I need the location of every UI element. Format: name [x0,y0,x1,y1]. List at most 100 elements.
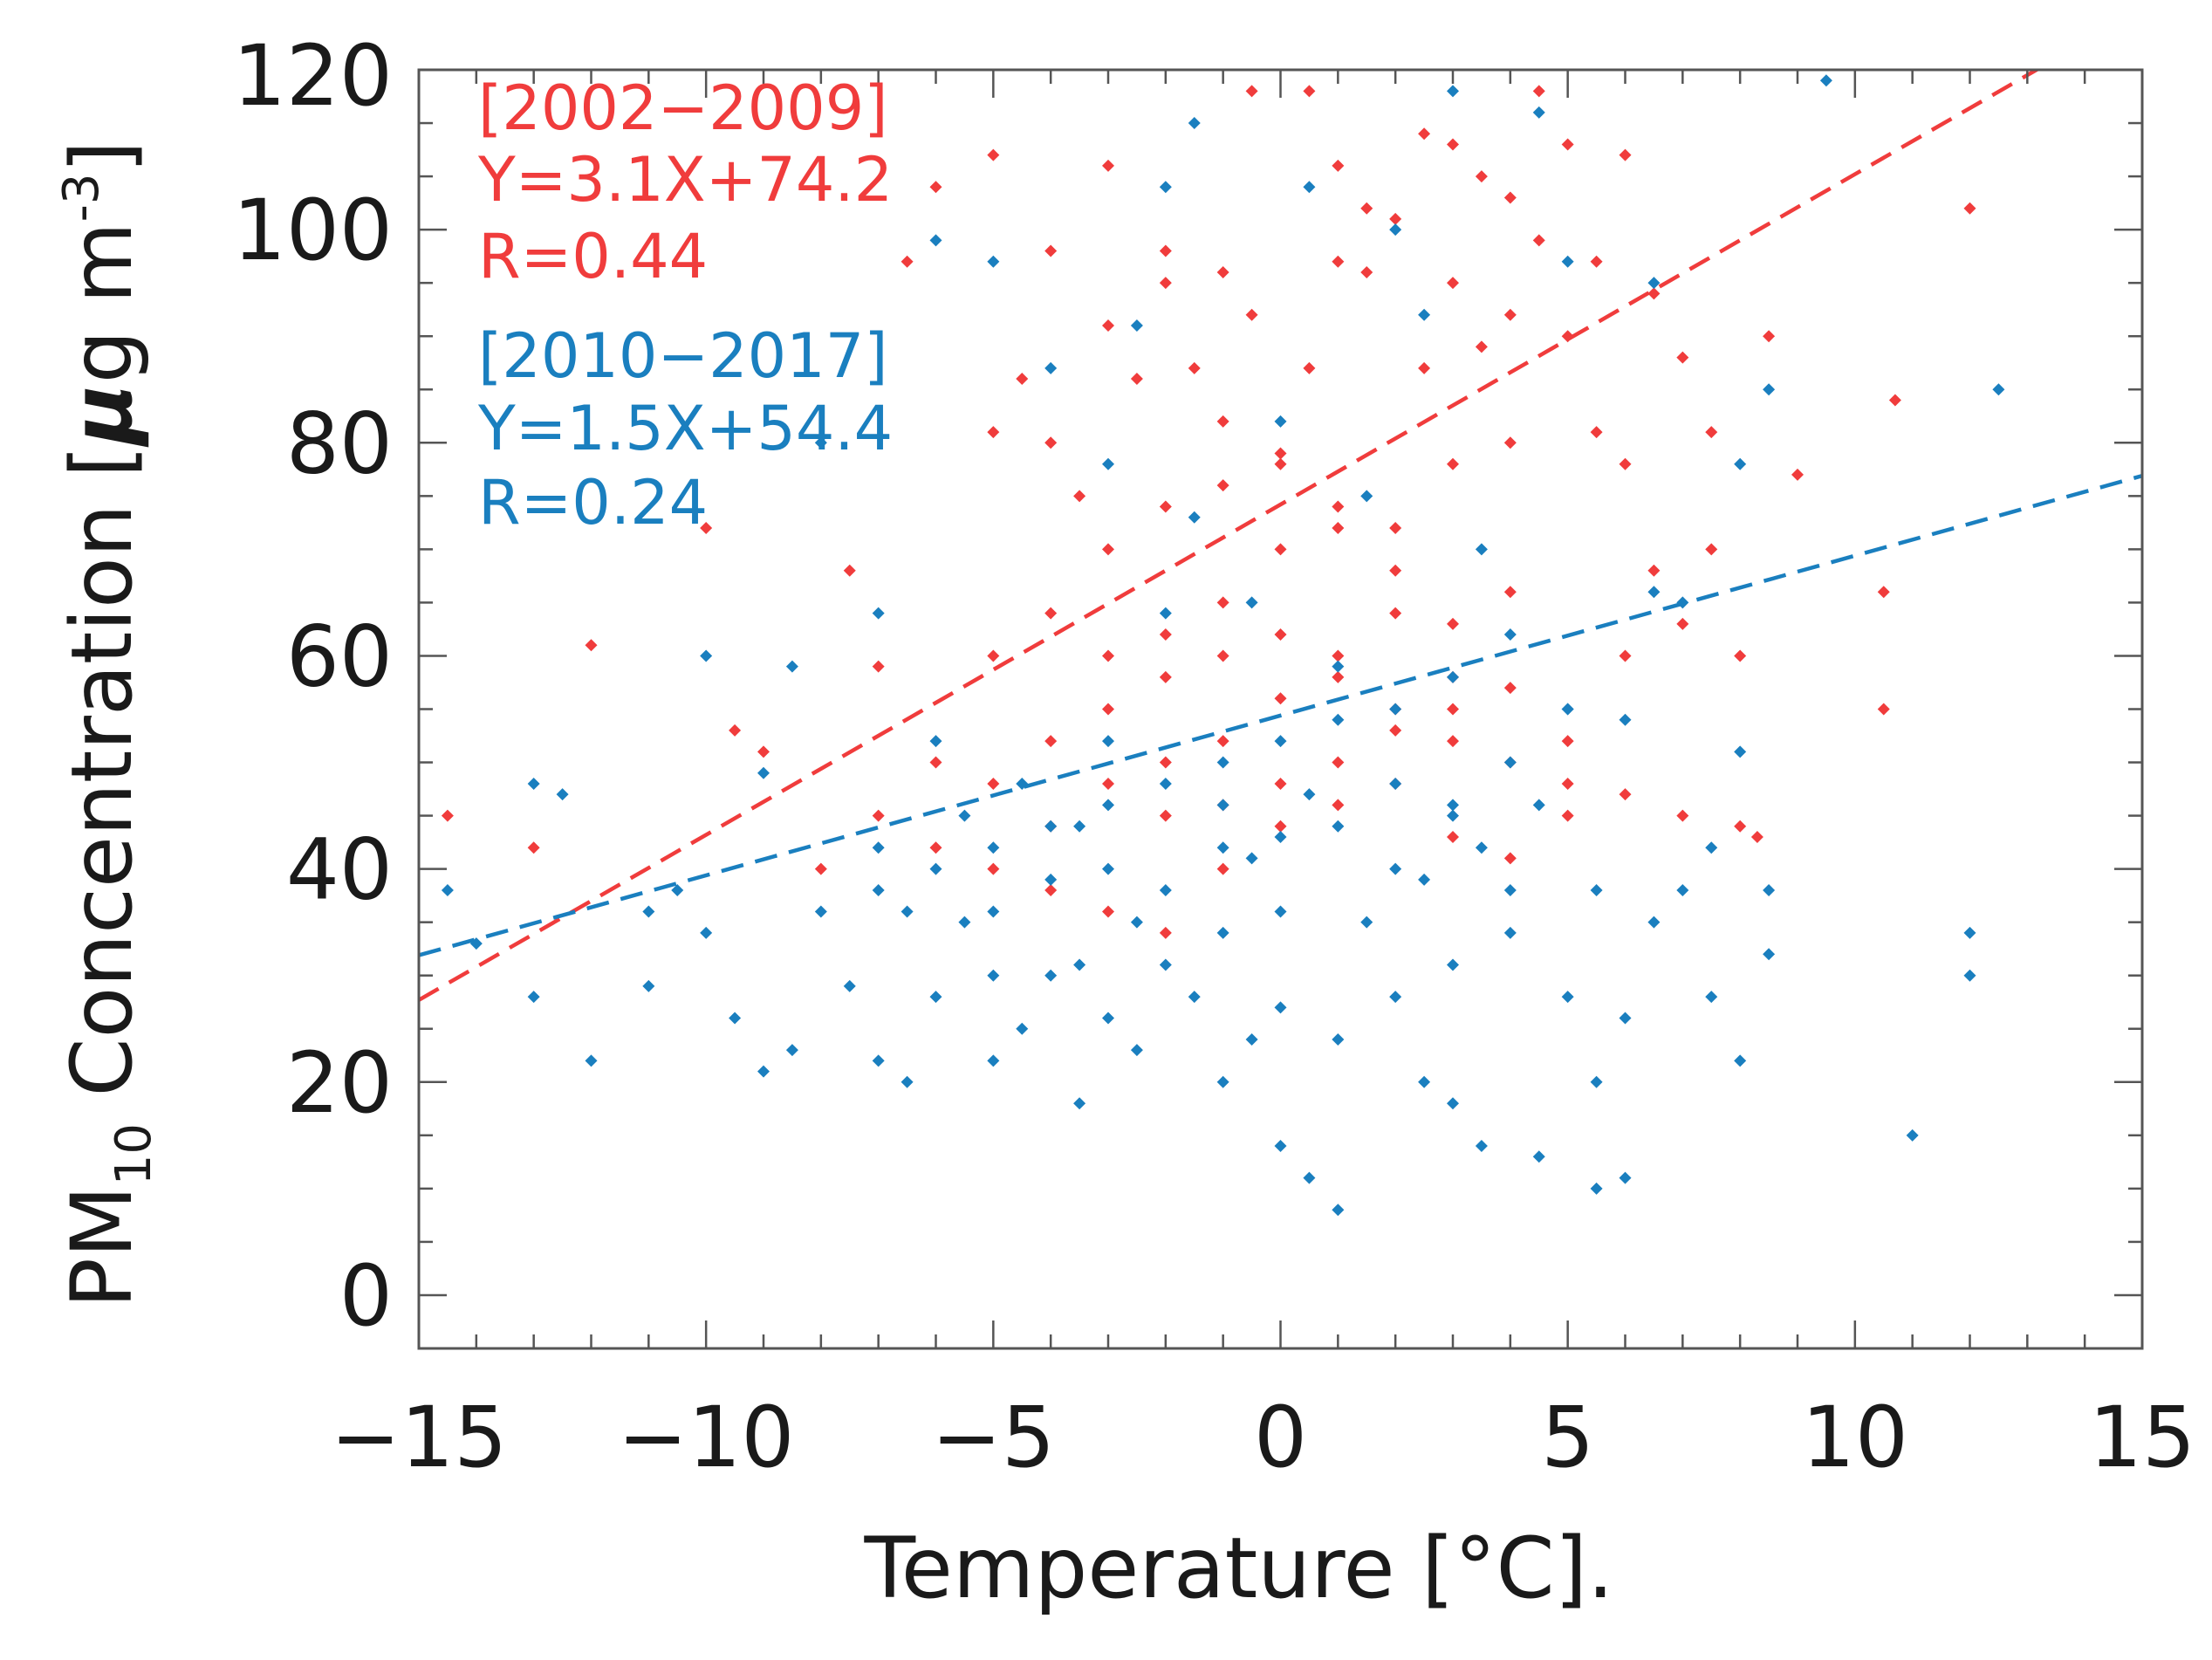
point-2002-2009 [1332,799,1345,812]
point-2010-2017 [1963,926,1976,939]
point-2002-2009 [1102,159,1114,172]
point-2010-2017 [1216,799,1229,812]
point-2002-2009 [1360,265,1373,278]
point-2002-2009 [1676,351,1689,364]
point-2002-2009 [1216,862,1229,875]
point-2010-2017 [1130,916,1143,929]
y-axis-title-rest: Concentration [53,504,151,1123]
point-2002-2009 [1159,500,1172,513]
point-2002-2009 [1734,820,1747,833]
point-2010-2017 [1734,1054,1747,1067]
point-2002-2009 [1332,670,1345,683]
point-2010-2017 [1503,926,1517,939]
point-2010-2017 [1906,1128,1919,1142]
fit-line-2010-2017 [419,473,2142,957]
point-2002-2009 [1102,905,1114,918]
point-2010-2017 [1676,884,1689,897]
point-2002-2009 [1102,703,1114,716]
point-2002-2009 [1503,682,1517,695]
point-2010-2017 [1159,958,1172,971]
point-2002-2009 [1447,703,1459,716]
point-2002-2009 [1676,809,1689,822]
point-2010-2017 [1303,1171,1316,1184]
point-2002-2009 [1274,692,1287,705]
point-2010-2017 [1073,1097,1086,1110]
point-2002-2009 [1332,649,1345,662]
point-2002-2009 [1102,319,1114,332]
point-2002-2009 [1532,234,1545,247]
point-2010-2017 [1447,85,1459,98]
point-2002-2009 [1275,21,1287,33]
point-2010-2017 [1216,756,1229,769]
point-2010-2017 [757,1065,770,1078]
point-2002-2009 [1389,521,1402,534]
point-2010-2017 [1590,1182,1603,1195]
point-2010-2017 [843,979,856,992]
point-2010-2017 [1734,457,1747,470]
point-2010-2017 [1274,905,1287,918]
point-2010-2017 [814,905,827,918]
point-2010-2017 [1044,820,1058,833]
point-2010-2017 [1503,628,1517,641]
point-2010-2017 [700,926,713,939]
point-2010-2017 [1102,735,1114,748]
point-2002-2009 [1705,426,1718,439]
point-2010-2017 [1763,948,1776,961]
point-2002-2009 [1503,852,1517,865]
point-2010-2017 [1044,969,1058,982]
point-2002-2009 [527,841,540,854]
point-2010-2017 [1619,713,1632,726]
point-2002-2009 [1561,138,1574,151]
point-2002-2009 [1102,543,1114,556]
point-2010-2017 [729,1012,742,1025]
y-tick-label: 0 [339,1247,393,1345]
point-2010-2017 [1102,862,1114,875]
series-2002-2009-equation: Y=3.1X+74.2 [477,144,893,216]
point-2002-2009 [987,148,1000,161]
point-2002-2009 [1503,191,1517,204]
point-2010-2017 [1561,703,1574,716]
point-2010-2017 [901,905,914,918]
point-2010-2017 [901,1075,914,1088]
point-2002-2009 [1102,649,1114,662]
y-tick-label: 20 [286,1034,393,1132]
point-2010-2017 [556,788,569,801]
point-2002-2009 [1216,649,1229,662]
point-2010-2017 [1447,799,1459,812]
point-2002-2009 [1073,490,1086,503]
point-2010-2017 [1360,43,1373,55]
point-2010-2017 [1503,884,1517,897]
point-2010-2017 [872,1054,885,1067]
point-2010-2017 [1561,255,1574,268]
point-2010-2017 [872,884,885,897]
point-2002-2009 [987,649,1000,662]
point-2002-2009 [1475,340,1488,353]
point-2002-2009 [1647,287,1661,300]
point-2002-2009 [1619,457,1632,470]
point-2002-2009 [1216,265,1229,278]
point-2002-2009 [1159,670,1172,683]
point-2010-2017 [1188,511,1201,524]
point-2010-2017 [1647,586,1661,599]
point-2010-2017 [1159,777,1172,790]
point-2010-2017 [929,862,942,875]
point-2010-2017 [1389,862,1402,875]
point-2002-2009 [1503,586,1517,599]
point-2010-2017 [1130,1044,1143,1057]
point-2010-2017 [1389,703,1402,716]
y-tick-label: 80 [286,394,393,492]
point-2010-2017 [1647,277,1661,290]
point-2010-2017 [1532,799,1545,812]
point-2010-2017 [1992,383,2005,396]
point-2010-2017 [987,841,1000,854]
series-2002-2009-correlation: R=0.44 [478,221,708,292]
point-2010-2017 [987,255,1000,268]
point-2010-2017 [929,991,942,1004]
point-2002-2009 [1159,809,1172,822]
point-2010-2017 [527,777,540,790]
point-2002-2009 [1418,361,1431,374]
point-2010-2017 [1102,457,1114,470]
point-2010-2017 [1763,383,1776,396]
point-2010-2017 [1963,969,1976,982]
